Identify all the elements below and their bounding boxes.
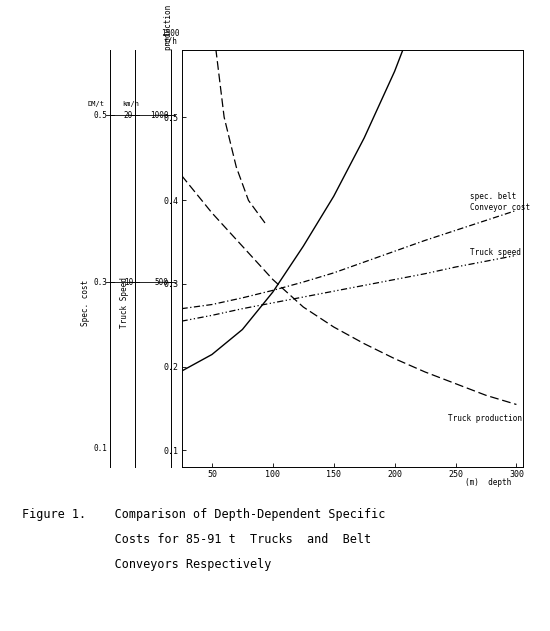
- Text: Truck production: Truck production: [448, 414, 522, 423]
- Text: spec. belt
Conveyor cost: spec. belt Conveyor cost: [470, 192, 530, 212]
- Text: Truck speed: Truck speed: [470, 247, 521, 257]
- Text: production: production: [163, 4, 172, 50]
- Text: 1000: 1000: [150, 111, 169, 120]
- Text: 0.3: 0.3: [94, 278, 107, 286]
- Text: km/h: km/h: [122, 101, 139, 107]
- Text: Figure 1.    Comparison of Depth-Dependent Specific: Figure 1. Comparison of Depth-Dependent …: [22, 508, 386, 521]
- Text: 0.1: 0.1: [94, 444, 107, 453]
- Text: Spec. cost: Spec. cost: [81, 280, 90, 326]
- Text: t/h: t/h: [163, 37, 178, 45]
- Text: Conveyors Respectively: Conveyors Respectively: [22, 558, 271, 572]
- Text: 20: 20: [124, 111, 133, 120]
- Text: 10: 10: [124, 278, 133, 286]
- Text: Costs for 85-91 t  Trucks  and  Belt: Costs for 85-91 t Trucks and Belt: [22, 533, 371, 546]
- Text: 500: 500: [155, 278, 169, 286]
- Text: Truck Speed: Truck Speed: [120, 278, 129, 328]
- Text: DM/t: DM/t: [88, 101, 104, 107]
- Text: 0.5: 0.5: [94, 111, 107, 120]
- Text: (m)  depth: (m) depth: [465, 478, 512, 487]
- Text: 1500: 1500: [161, 29, 180, 38]
